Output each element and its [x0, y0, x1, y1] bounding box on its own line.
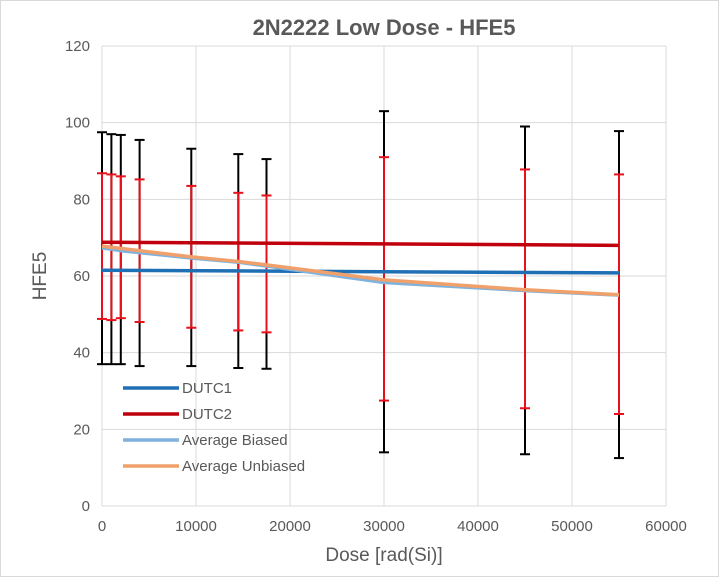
series-line-average-unbiased [101, 244, 620, 297]
series-line-dutc1 [101, 268, 620, 275]
x-tick-label: 40000 [457, 518, 499, 535]
y-tick-label: 60 [73, 268, 90, 285]
y-tick-label: 0 [82, 498, 90, 515]
legend-label: DUTC1 [182, 380, 232, 397]
x-tick-label: 10000 [175, 518, 217, 535]
x-tick-label: 30000 [363, 518, 405, 535]
y-axis-title: HFE5 [30, 252, 51, 301]
x-tick-label: 50000 [551, 518, 593, 535]
y-tick-label: 80 [73, 191, 90, 208]
legend-label: Average Unbiased [182, 458, 305, 475]
y-tick-label: 120 [65, 38, 90, 55]
series-line-dutc2 [101, 240, 620, 248]
x-tick-label: 20000 [269, 518, 311, 535]
y-tick-label: 100 [65, 115, 90, 132]
y-tick-label: 20 [73, 421, 90, 438]
x-axis-title: Dose [rad(Si)] [325, 545, 442, 566]
y-tick-label: 40 [73, 345, 90, 362]
x-tick-label: 60000 [645, 518, 687, 535]
chart-title: 2N2222 Low Dose - HFE5 [253, 15, 516, 40]
legend-label: Average Biased [182, 432, 288, 449]
x-tick-label: 0 [98, 518, 106, 535]
legend-label: DUTC2 [182, 406, 232, 423]
